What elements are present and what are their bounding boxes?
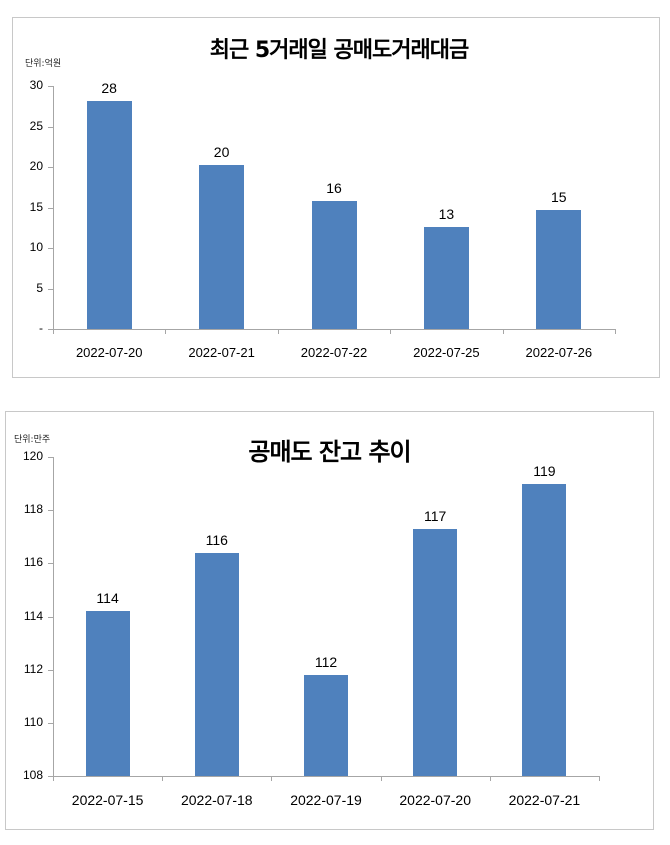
chart-title: 공매도 잔고 추이 xyxy=(248,438,411,466)
y-tick xyxy=(48,616,53,618)
bar xyxy=(194,552,239,776)
x-tick xyxy=(162,776,164,781)
bar xyxy=(413,528,458,776)
bar xyxy=(85,611,130,776)
x-category-label: 2022-07-18 xyxy=(180,792,253,808)
y-tick-label: 120 xyxy=(22,449,43,463)
x-axis xyxy=(53,776,599,777)
y-tick xyxy=(48,457,53,458)
x-tick xyxy=(502,329,504,334)
x-tick xyxy=(165,329,167,334)
chart-title: 최근 5거래일 공매도거래대금 xyxy=(209,38,470,63)
y-tick-label: 116 xyxy=(23,555,43,570)
x-tick xyxy=(53,329,54,334)
bar xyxy=(311,201,357,329)
bar xyxy=(199,165,245,329)
x-category-label: 2022-07-25 xyxy=(413,345,480,360)
bar xyxy=(304,674,348,776)
y-tick-label: 30 xyxy=(29,78,43,92)
y-axis xyxy=(53,457,54,776)
x-tick xyxy=(53,776,54,781)
unit-label: 단위:만주 xyxy=(14,435,51,445)
short-selling-amount-chart: 최근 5거래일 공매도거래대금 단위:억원 - 5 10 15 20 25 30 28 2022… xyxy=(12,17,660,378)
unit-label: 단위:억원 xyxy=(25,59,62,69)
y-tick-label: 5 xyxy=(36,280,43,295)
short-balance-trend-chart: 공매도 잔고 추이 단위:만주 108 110 112 114 116 118 120 114… xyxy=(5,411,654,830)
x-category-label: 2022-07-21 xyxy=(188,345,255,360)
x-tick xyxy=(489,776,491,781)
x-category-label: 2022-07-21 xyxy=(508,792,581,808)
y-axis xyxy=(53,86,54,329)
y-tick-label: - xyxy=(39,321,43,335)
y-tick-label: 20 xyxy=(29,159,43,173)
y-tick xyxy=(48,207,53,209)
x-tick xyxy=(271,776,273,781)
y-tick xyxy=(48,776,53,777)
y-tick xyxy=(48,563,53,565)
x-category-label: 2022-07-22 xyxy=(300,345,368,360)
x-category-label: 2022-07-20 xyxy=(399,792,471,808)
data-label: 114 xyxy=(96,590,119,607)
y-tick-label: 25 xyxy=(29,118,43,133)
y-tick xyxy=(48,86,53,87)
x-category-label: 2022-07-26 xyxy=(525,345,593,360)
bar xyxy=(522,483,567,776)
y-tick xyxy=(48,329,53,330)
x-tick xyxy=(390,329,392,334)
x-tick xyxy=(615,329,616,334)
bar xyxy=(423,226,469,329)
y-tick-label: 108 xyxy=(22,768,43,782)
x-category-label: 2022-07-20 xyxy=(75,345,143,360)
y-tick xyxy=(48,669,53,671)
data-label: 117 xyxy=(424,507,447,524)
bar xyxy=(86,101,132,329)
y-tick xyxy=(48,248,53,249)
y-tick-label: 110 xyxy=(23,714,43,729)
data-label: 112 xyxy=(314,653,338,670)
x-category-label: 2022-07-15 xyxy=(71,792,144,808)
x-tick xyxy=(380,776,382,781)
y-tick-label: 15 xyxy=(29,199,43,214)
bar xyxy=(536,209,582,329)
data-label: 20 xyxy=(213,144,230,161)
y-tick xyxy=(48,167,53,168)
y-tick-label: 10 xyxy=(29,240,43,254)
data-label: 15 xyxy=(551,188,567,205)
data-label: 13 xyxy=(438,205,455,222)
x-tick xyxy=(599,776,600,781)
y-tick xyxy=(48,510,53,512)
x-axis xyxy=(53,329,615,330)
data-label: 28 xyxy=(101,80,117,97)
data-label: 16 xyxy=(326,180,342,197)
x-tick xyxy=(277,329,279,334)
data-label: 116 xyxy=(205,531,228,548)
y-tick xyxy=(48,126,53,128)
y-tick xyxy=(48,722,53,724)
y-tick xyxy=(48,288,53,290)
data-label: 119 xyxy=(533,462,556,479)
y-tick-label: 112 xyxy=(23,661,43,676)
y-tick-label: 114 xyxy=(23,608,43,623)
x-category-label: 2022-07-19 xyxy=(290,792,362,808)
y-tick-label: 118 xyxy=(23,502,43,517)
